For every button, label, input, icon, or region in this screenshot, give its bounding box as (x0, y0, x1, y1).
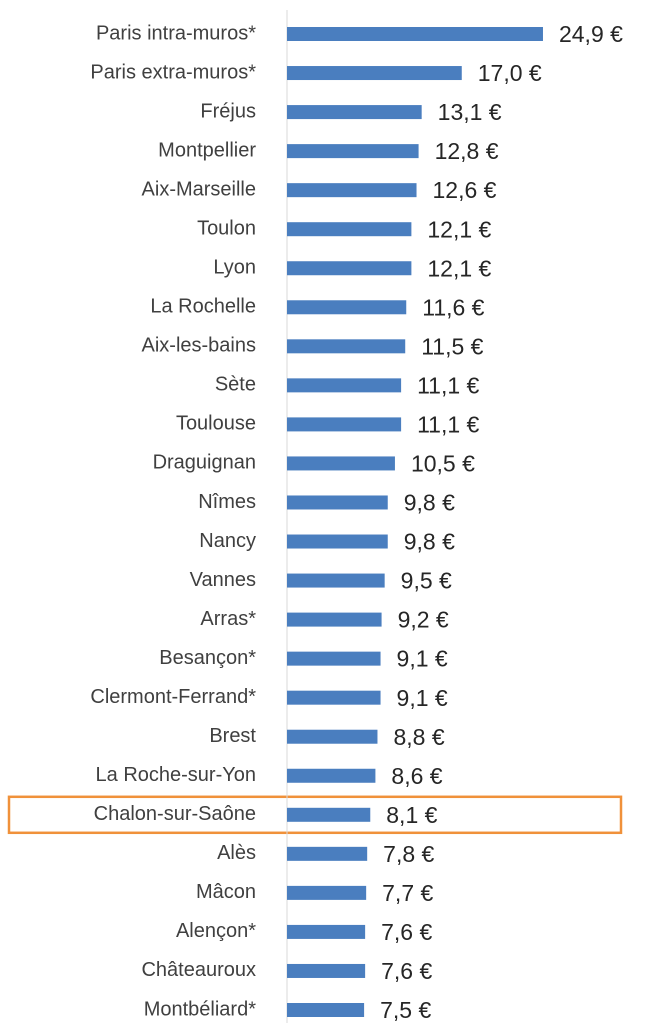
bar (287, 144, 419, 159)
category-label: Toulon (197, 217, 256, 239)
category-label: Arras* (200, 608, 256, 630)
value-label: 9,2 € (398, 607, 449, 633)
category-label: Chalon-sur-Saône (94, 803, 256, 825)
value-label: 7,5 € (380, 997, 431, 1023)
bar (287, 846, 368, 861)
bar (287, 339, 406, 354)
value-label: 11,6 € (422, 294, 484, 320)
value-label: 12,1 € (427, 255, 491, 281)
bar (287, 768, 376, 783)
value-label: 12,6 € (433, 177, 497, 203)
bar (287, 1003, 365, 1017)
category-label: La Rochelle (150, 296, 256, 318)
value-label: 8,1 € (386, 802, 437, 828)
value-label: 9,1 € (397, 646, 448, 672)
value-label: 9,8 € (404, 490, 455, 516)
bar (287, 456, 395, 471)
bar (287, 573, 385, 588)
value-label: 11,1 € (417, 372, 479, 398)
bar (287, 534, 388, 549)
category-label: Mâcon (196, 881, 256, 903)
bar (287, 378, 402, 393)
value-label: 9,8 € (404, 529, 455, 555)
value-label: 9,1 € (397, 685, 448, 711)
category-label: Montbéliard* (144, 998, 257, 1020)
category-label: Paris intra-muros* (96, 22, 256, 44)
category-label: Alès (217, 842, 256, 864)
bar (287, 924, 366, 939)
bar (287, 495, 388, 510)
value-label: 10,5 € (411, 451, 475, 477)
value-label: 12,1 € (427, 216, 491, 242)
bar (287, 963, 366, 978)
category-label: Vannes (190, 569, 256, 591)
category-label: Aix-les-bains (142, 335, 256, 357)
category-label: Sète (215, 374, 256, 396)
bar (287, 300, 407, 315)
value-label: 7,6 € (381, 919, 432, 945)
bar (287, 651, 381, 666)
highlight-box (7, 795, 623, 835)
category-label: Lyon (213, 257, 256, 279)
value-label: 7,8 € (383, 841, 434, 867)
category-label: Montpellier (158, 139, 256, 161)
bar (287, 27, 543, 41)
value-label: 7,6 € (381, 958, 432, 984)
bar (287, 105, 422, 120)
category-label: Besançon* (159, 647, 256, 669)
value-label: 9,5 € (401, 568, 452, 594)
value-label: 17,0 € (478, 60, 542, 86)
bar (287, 807, 371, 822)
category-label: Brest (209, 725, 256, 747)
value-label: 7,7 € (382, 880, 433, 906)
value-label: 12,8 € (435, 138, 499, 164)
category-label: Nancy (199, 530, 256, 552)
bar (287, 417, 402, 432)
value-label: 13,1 € (438, 99, 502, 125)
bar (287, 66, 462, 81)
value-label: 11,1 € (417, 411, 479, 437)
value-label: 8,8 € (393, 724, 444, 750)
value-label: 8,6 € (391, 763, 442, 789)
value-label: 11,5 € (421, 333, 483, 359)
bar (287, 690, 381, 705)
category-label: Châteauroux (141, 959, 256, 981)
category-label: Nîmes (198, 491, 256, 513)
category-label: Fréjus (200, 100, 256, 122)
category-label: Draguignan (153, 452, 256, 474)
category-label: Clermont-Ferrand* (90, 686, 256, 708)
bar (287, 885, 367, 900)
bar (287, 729, 378, 744)
bar (287, 261, 412, 276)
category-label: Aix-Marseille (142, 178, 256, 200)
bar (287, 612, 382, 627)
bar (287, 222, 412, 237)
value-label: 24,9 € (559, 21, 623, 47)
category-label: La Roche-sur-Yon (96, 764, 256, 786)
category-label: Alençon* (176, 920, 256, 942)
category-label: Paris extra-muros* (90, 61, 256, 83)
category-label: Toulouse (176, 413, 256, 435)
bar (287, 183, 417, 198)
